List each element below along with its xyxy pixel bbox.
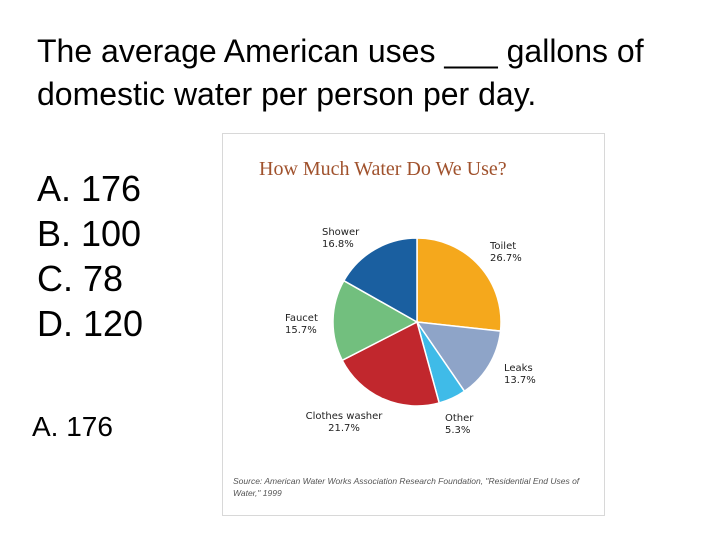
slice-label-toilet: Toilet xyxy=(489,241,516,252)
slice-label-leaks: Leaks xyxy=(504,363,533,374)
slice-label-other: Other xyxy=(445,413,474,424)
slice-label-faucet: Faucet xyxy=(285,313,318,324)
option-c[interactable]: C. 78 xyxy=(37,258,124,299)
slice-value-shower: 16.8% xyxy=(322,239,354,250)
question-text: The average American uses ___ gallons of… xyxy=(37,30,697,116)
option-b[interactable]: B. 100 xyxy=(37,213,142,254)
slice-label-clothes-washer: Clothes washer xyxy=(306,411,384,422)
slice-value-toilet: 26.7% xyxy=(490,253,522,264)
slice-label-shower: Shower xyxy=(322,227,360,238)
option-a[interactable]: A. 176 xyxy=(37,168,142,209)
pie-slice-clothes-washer xyxy=(341,320,441,407)
chart-title: How Much Water Do We Use? xyxy=(259,158,507,180)
option-d[interactable]: D. 120 xyxy=(37,303,144,344)
slice-value-clothes-washer: 21.7% xyxy=(328,423,360,434)
answer-options: A. 176 B. 100 C. 78 D. 120 xyxy=(37,166,143,346)
pie-slice-leaks xyxy=(415,321,502,393)
pie-slice-faucet xyxy=(332,279,419,362)
question-text-end: gallons of domestic water per person per… xyxy=(37,33,644,112)
answer-blank: ___ xyxy=(444,33,498,69)
revealed-answer: A. 176 xyxy=(32,411,113,442)
pie-slice-toilet xyxy=(416,237,502,332)
slice-value-leaks: 13.7% xyxy=(504,375,536,386)
question-text-start: The average American uses xyxy=(37,33,445,69)
water-use-figure: How Much Water Do We Use? Toilet 26.7% Lea… xyxy=(222,133,605,516)
chart-source: Source: American Water Works Association… xyxy=(233,476,580,498)
slice-value-other: 5.3% xyxy=(445,425,470,436)
pie-slice-shower xyxy=(342,237,418,324)
slice-value-faucet: 15.7% xyxy=(285,325,317,336)
